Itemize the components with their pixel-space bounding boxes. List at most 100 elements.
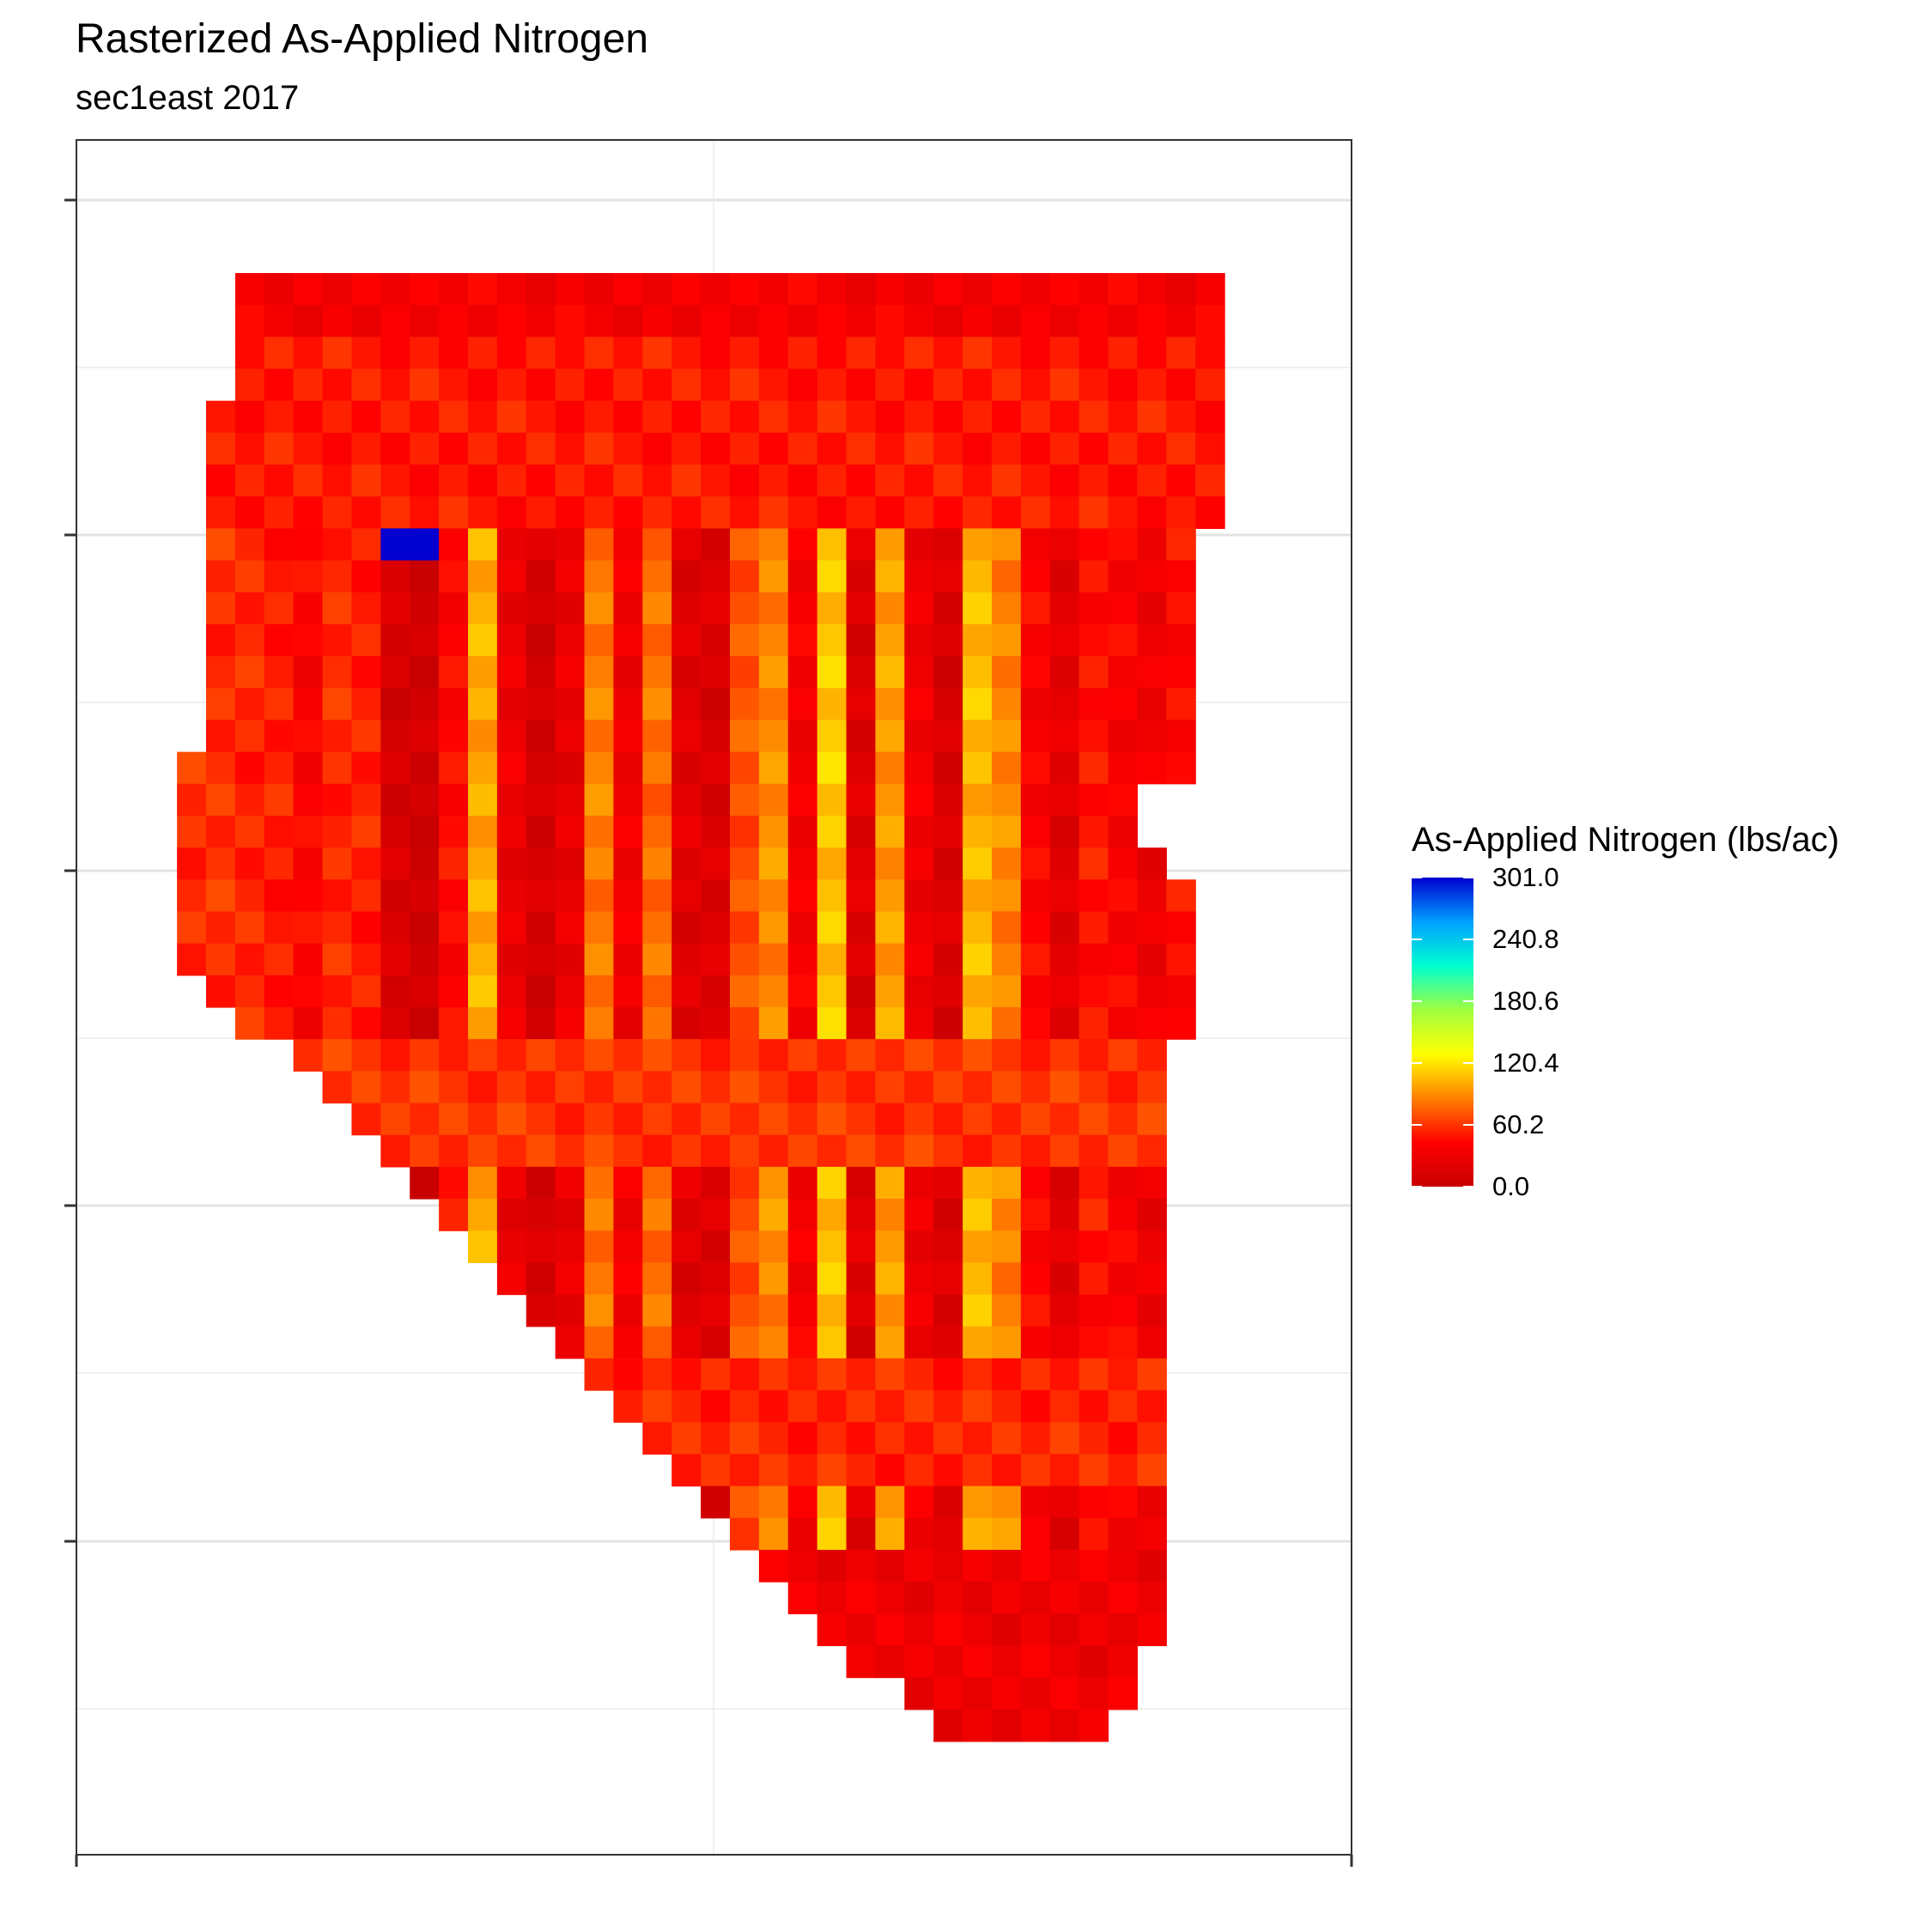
raster-cell <box>1049 337 1080 370</box>
raster-cell <box>933 1007 963 1040</box>
raster-cell <box>526 592 556 625</box>
raster-cell <box>1020 1358 1051 1391</box>
raster-cell <box>817 465 848 497</box>
raster-cell <box>1020 305 1051 337</box>
raster-cell <box>642 975 672 1008</box>
raster-cell <box>787 1230 818 1263</box>
raster-cell <box>1020 400 1051 434</box>
raster-cell <box>1108 1103 1139 1136</box>
raster-cell <box>555 496 586 529</box>
raster-cell <box>1108 400 1139 434</box>
raster-cell <box>671 1230 702 1263</box>
raster-cell <box>555 465 586 497</box>
raster-cell <box>701 1134 731 1168</box>
raster-cell <box>701 1294 731 1327</box>
raster-cell <box>992 337 1022 370</box>
raster-cell <box>526 623 556 657</box>
raster-cell <box>264 273 295 306</box>
raster-cell <box>468 688 498 721</box>
raster-cell <box>701 1071 731 1104</box>
raster-cell <box>701 305 731 337</box>
raster-cell <box>526 1199 556 1231</box>
raster-cell <box>1078 623 1109 657</box>
raster-cell <box>730 1262 760 1296</box>
raster-cell <box>701 1039 731 1072</box>
raster-cell <box>380 432 410 465</box>
raster-cell <box>613 751 643 785</box>
raster-cell <box>1020 1517 1051 1551</box>
raster-cell <box>526 1166 556 1200</box>
raster-cell <box>787 848 818 880</box>
raster-cell <box>468 432 498 465</box>
raster-cell <box>933 848 963 880</box>
raster-cell <box>963 1166 993 1200</box>
raster-cell <box>410 400 440 434</box>
raster-cell <box>904 1485 934 1519</box>
raster-cell <box>439 337 469 370</box>
raster-cell <box>410 911 440 945</box>
raster-cell <box>584 783 615 817</box>
raster-cell <box>1078 1390 1109 1423</box>
raster-cell <box>526 305 556 337</box>
raster-cell <box>875 975 905 1008</box>
raster-cell <box>264 368 295 402</box>
raster-cell <box>758 1517 789 1551</box>
raster-cell <box>1049 1358 1080 1391</box>
raster-cell <box>177 783 207 817</box>
raster-cell <box>1166 911 1196 945</box>
raster-cell <box>1020 273 1051 306</box>
raster-cell <box>1078 400 1109 434</box>
raster-cell <box>584 688 615 721</box>
raster-cell <box>526 783 556 817</box>
raster-cell <box>468 400 498 434</box>
raster-cell <box>234 560 265 593</box>
raster-cell <box>555 943 586 976</box>
raster-cell <box>468 943 498 976</box>
raster-cell <box>846 623 877 657</box>
raster-cell <box>380 305 410 337</box>
raster-cell <box>904 656 934 689</box>
raster-cell <box>904 1358 934 1391</box>
raster-cell <box>904 1007 934 1040</box>
raster-cell <box>933 1039 963 1072</box>
raster-cell <box>671 720 702 753</box>
raster-cell <box>642 560 672 593</box>
raster-cell <box>468 592 498 625</box>
raster-cell <box>206 879 236 913</box>
raster-cell <box>787 1517 818 1551</box>
raster-cell <box>613 848 643 880</box>
raster-cell <box>730 1230 760 1263</box>
raster-cell <box>1078 848 1109 880</box>
raster-cell <box>496 337 527 370</box>
raster-cell <box>496 623 527 657</box>
raster-cell <box>496 783 527 817</box>
raster-cell <box>875 400 905 434</box>
raster-cell <box>992 1358 1022 1391</box>
raster-cell <box>758 1485 789 1519</box>
raster-cell <box>933 1326 963 1359</box>
raster-cell <box>496 368 527 402</box>
raster-cell <box>787 879 818 913</box>
raster-cell <box>671 975 702 1008</box>
raster-cell <box>526 1230 556 1263</box>
raster-cell <box>671 783 702 817</box>
raster-cell <box>1166 975 1196 1008</box>
raster-cell <box>642 400 672 434</box>
raster-cell <box>264 432 295 465</box>
raster-cell <box>1078 1039 1109 1072</box>
legend-label: 120.4 <box>1492 1048 1559 1078</box>
raster-cell <box>904 1294 934 1327</box>
raster-cell <box>817 623 848 657</box>
raster-cell <box>758 432 789 465</box>
raster-cell <box>1049 1390 1080 1423</box>
raster-cell <box>758 751 789 785</box>
raster-cell <box>1049 879 1080 913</box>
raster-cell <box>933 688 963 721</box>
raster-cell <box>787 1390 818 1423</box>
raster-cell <box>817 1517 848 1551</box>
axis-ticks <box>64 198 1353 1867</box>
raster-cell <box>730 432 760 465</box>
raster-cell <box>555 751 586 785</box>
raster-cell <box>293 688 324 721</box>
raster-cell <box>410 1071 440 1104</box>
